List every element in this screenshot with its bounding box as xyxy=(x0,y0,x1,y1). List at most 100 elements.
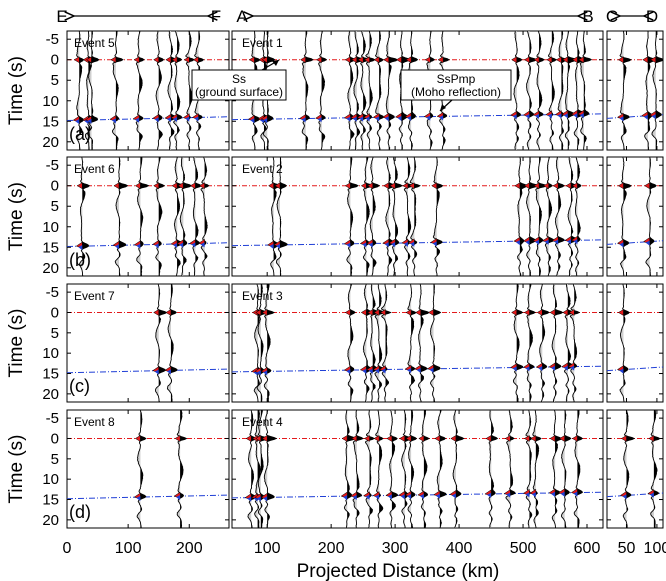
trace-negative-fill xyxy=(489,410,492,528)
sspmp-pick-marker-blue xyxy=(78,245,83,251)
trace-wiggle xyxy=(352,410,364,528)
sspmp-pick-marker-blue xyxy=(263,496,268,502)
trace-negative-fill xyxy=(404,157,408,276)
y-tick-label: 0 xyxy=(51,52,59,69)
sspmp-pick-marker-blue xyxy=(346,242,351,248)
trace-positive-fill xyxy=(372,157,380,276)
sspmp-pick-marker-blue xyxy=(619,242,624,248)
sspmp-pick-marker-blue xyxy=(191,242,196,248)
profile-label-b: B xyxy=(582,7,593,26)
sspmp-pick-marker-blue xyxy=(375,494,380,500)
trace-wiggle xyxy=(385,157,397,276)
sspmp-pick-marker-blue xyxy=(263,370,268,376)
trace-wiggle xyxy=(432,157,444,276)
ss-pick-marker xyxy=(360,182,367,190)
ss-pick-marker xyxy=(523,309,530,316)
panel-ef: Event 5 (a) xyxy=(66,30,230,151)
trace-positive-fill xyxy=(350,157,358,276)
ss-pick-marker xyxy=(177,182,184,190)
sspmp-pick-marker-blue xyxy=(352,116,357,122)
ss-pick-marker xyxy=(351,56,357,64)
panel-frame xyxy=(231,409,604,529)
trace-wiggle xyxy=(513,31,523,150)
sspmp-pick-marker-blue xyxy=(247,496,252,502)
ss-pick-marker xyxy=(389,182,396,190)
trace-wiggle xyxy=(179,157,193,276)
ss-pick-marker xyxy=(543,182,549,190)
sspmp-pick-marker-blue xyxy=(362,368,367,374)
ss-pick-marker xyxy=(434,435,441,442)
ss-pick-marker xyxy=(133,56,140,64)
panel-cd xyxy=(606,283,664,403)
ss-pick-marker xyxy=(562,309,569,316)
sspmp-pick-marker-blue xyxy=(439,115,444,121)
seismogram-trace xyxy=(314,31,328,150)
sspmp-pick-marker-blue xyxy=(512,366,517,372)
seismogram-trace xyxy=(182,31,195,150)
sspmp-pick-marker-blue xyxy=(173,116,178,122)
trace-wiggle xyxy=(389,410,399,528)
trace-positive-fill xyxy=(430,31,435,150)
ss-pick-marker xyxy=(373,56,380,64)
seismogram-trace xyxy=(84,31,100,150)
trace-wiggle xyxy=(369,284,382,402)
profile-header-ef: E F xyxy=(56,7,221,26)
y-tick-label: 5 xyxy=(51,198,59,215)
seismogram-trace xyxy=(404,410,418,528)
seismogram-trace xyxy=(513,157,528,276)
trace-wiggle xyxy=(385,31,399,150)
panel-cd xyxy=(606,30,664,151)
trace-positive-fill xyxy=(140,157,149,276)
trace-wiggle xyxy=(526,31,537,150)
ss-pick-marker xyxy=(192,56,199,64)
ss-pick-marker xyxy=(261,56,268,64)
y-tick-label: 5 xyxy=(51,451,59,468)
sspmp-pick-marker-blue xyxy=(651,114,656,120)
seismogram-trace xyxy=(616,284,630,402)
panel-frame xyxy=(231,283,604,403)
ss-pick-marker xyxy=(165,56,172,64)
sspmp-pick-marker-blue xyxy=(643,114,648,120)
trace-wiggle xyxy=(420,410,430,528)
trace-negative-fill xyxy=(381,284,386,402)
seismogram-trace xyxy=(449,410,465,528)
panel-plot-area xyxy=(607,284,663,402)
seismogram-trace xyxy=(372,31,384,150)
ss-pick-marker xyxy=(380,309,386,316)
trace-positive-fill xyxy=(350,31,355,150)
ss-pick-marker xyxy=(341,435,348,442)
y-tick-label: 15 xyxy=(42,239,59,256)
trace-wiggle xyxy=(369,157,381,276)
profile-label-d: D xyxy=(646,7,658,26)
trace-wiggle xyxy=(192,157,203,276)
seismogram-trace xyxy=(532,31,545,150)
ss-pick-marker xyxy=(153,309,159,316)
panel-plot-area xyxy=(607,31,663,150)
ss-pick-marker xyxy=(514,182,521,190)
ss-pick-marker xyxy=(383,56,389,64)
ss-pick-marker xyxy=(485,435,492,442)
seismogram-trace xyxy=(362,410,375,528)
x-tick-label: 100 xyxy=(644,540,666,557)
trace-negative-fill xyxy=(575,157,578,276)
sspmp-pick-marker-blue xyxy=(135,117,140,123)
seismogram-trace xyxy=(510,284,524,402)
ss-pick-marker xyxy=(415,309,421,316)
sspmp-pick-marker-blue xyxy=(381,368,386,374)
y-tick-label: 0 xyxy=(51,430,59,447)
trace-wiggle xyxy=(347,284,356,402)
ss-pick-marker xyxy=(450,435,457,442)
profile-label-c: C xyxy=(606,7,618,26)
trace-negative-fill xyxy=(410,157,415,276)
y-tick-label: 20 xyxy=(42,260,59,277)
panel-ef: Event 7 (c) xyxy=(66,283,230,403)
trace-wiggle xyxy=(535,157,548,276)
sspmp-pick-marker-blue xyxy=(136,243,141,249)
ss-pick-marker xyxy=(344,182,351,190)
trace-positive-fill xyxy=(529,284,536,402)
trace-wiggle xyxy=(76,31,85,150)
trace-positive-fill xyxy=(433,284,441,402)
sspmp-pick-marker-blue xyxy=(173,242,178,248)
sspmp-pick-marker-blue xyxy=(250,118,255,124)
ss-pick-marker xyxy=(268,182,274,190)
